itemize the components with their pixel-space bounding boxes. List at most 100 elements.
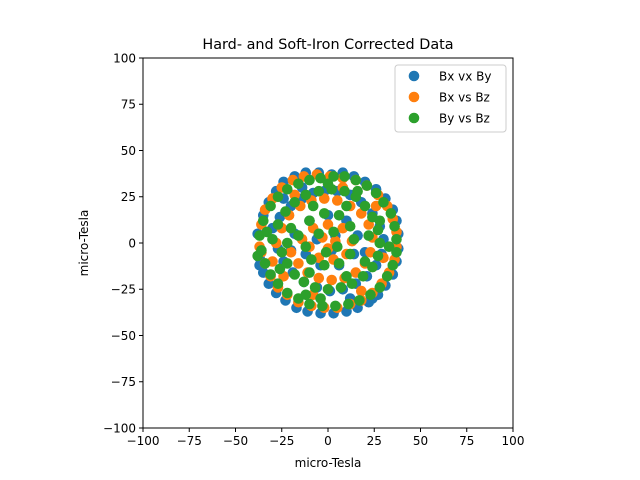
data-point — [259, 258, 271, 269]
data-point — [374, 237, 386, 249]
legend-marker — [408, 112, 420, 124]
data-point — [330, 300, 341, 312]
data-point — [372, 224, 384, 236]
data-point — [341, 271, 352, 282]
chart-title: Hard- and Soft-Iron Corrected Data — [202, 37, 453, 53]
data-point — [256, 245, 267, 256]
data-point — [304, 298, 315, 310]
data-point — [332, 241, 343, 252]
data-point — [356, 285, 367, 297]
data-point — [315, 172, 326, 184]
data-point — [280, 206, 291, 217]
data-point — [307, 200, 319, 212]
data-point — [387, 259, 399, 271]
data-point — [335, 282, 347, 293]
data-point — [322, 284, 334, 295]
x-tick-label: −100 — [127, 434, 160, 448]
legend-label: By vs Bz — [439, 111, 490, 125]
legend: Bx vx By Bx vs Bz By vs Bz — [394, 64, 507, 133]
series-2 — [252, 171, 402, 312]
x-axis-label: micro-Tesla — [295, 456, 362, 470]
data-point — [322, 219, 334, 230]
legend-marker — [408, 91, 420, 103]
y-tick-label: 75 — [121, 98, 136, 112]
y-tick-label: 50 — [121, 144, 136, 158]
data-point — [378, 197, 389, 208]
data-point — [313, 185, 325, 197]
data-point — [367, 261, 378, 273]
data-point — [272, 219, 284, 230]
data-point — [304, 267, 315, 278]
x-tick-label: 0 — [324, 434, 332, 448]
data-point — [285, 247, 297, 258]
data-point — [374, 282, 386, 293]
data-point — [389, 221, 400, 232]
data-point — [370, 187, 382, 199]
data-point — [328, 226, 339, 238]
data-point — [306, 254, 317, 265]
x-tick-label: −25 — [269, 434, 294, 448]
data-point — [339, 185, 350, 197]
data-point — [348, 234, 360, 245]
data-point — [315, 293, 326, 304]
data-point — [300, 289, 312, 301]
data-point — [344, 221, 356, 232]
data-point — [354, 295, 365, 306]
y-tick-label: −50 — [111, 329, 136, 343]
x-tick-label: 25 — [367, 434, 382, 448]
data-point — [313, 272, 325, 284]
data-point — [313, 228, 325, 240]
data-point — [258, 215, 269, 227]
data-point — [319, 259, 330, 271]
data-point — [282, 287, 293, 299]
data-point — [272, 278, 284, 290]
data-point — [298, 276, 310, 288]
data-point — [350, 174, 362, 186]
data-point — [261, 226, 273, 238]
data-point — [332, 195, 343, 206]
data-point — [333, 210, 345, 221]
data-point — [265, 269, 276, 280]
data-point — [267, 234, 278, 245]
legend-label: Bx vx By — [439, 69, 492, 83]
data-point — [304, 215, 315, 227]
legend-frame — [394, 64, 507, 133]
x-axis: −100 −75 −50 −25 0 25 50 75 100 — [127, 428, 525, 448]
legend-marker — [408, 70, 420, 82]
y-tick-label: −100 — [103, 421, 136, 435]
data-point — [289, 269, 301, 280]
data-point — [319, 193, 330, 204]
y-tick-label: −25 — [111, 283, 136, 297]
data-point — [282, 258, 293, 269]
data-point — [344, 248, 356, 260]
data-point — [352, 185, 363, 197]
data-point — [372, 250, 384, 262]
y-tick-label: −75 — [111, 375, 136, 389]
data-point — [293, 258, 304, 269]
data-point — [289, 197, 301, 208]
x-tick-label: 75 — [459, 434, 474, 448]
data-point — [381, 271, 393, 282]
data-point — [346, 278, 358, 290]
data-point — [374, 215, 386, 227]
y-axis: −100 −75 −50 −25 0 25 50 75 100 — [103, 51, 143, 435]
data-point — [272, 191, 284, 203]
data-point — [328, 171, 339, 182]
data-point — [274, 263, 286, 275]
data-point — [343, 298, 354, 310]
x-tick-label: 100 — [502, 434, 525, 448]
data-point — [322, 178, 334, 190]
plot-area — [252, 167, 404, 319]
data-point — [282, 237, 293, 249]
data-point — [276, 247, 288, 258]
data-point — [365, 289, 376, 301]
data-point — [339, 171, 350, 182]
data-point — [293, 230, 304, 241]
data-point — [285, 222, 297, 234]
data-point — [391, 234, 402, 245]
data-point — [359, 256, 371, 267]
data-point — [333, 258, 345, 269]
data-point — [304, 174, 315, 186]
y-tick-label: 25 — [121, 190, 136, 204]
